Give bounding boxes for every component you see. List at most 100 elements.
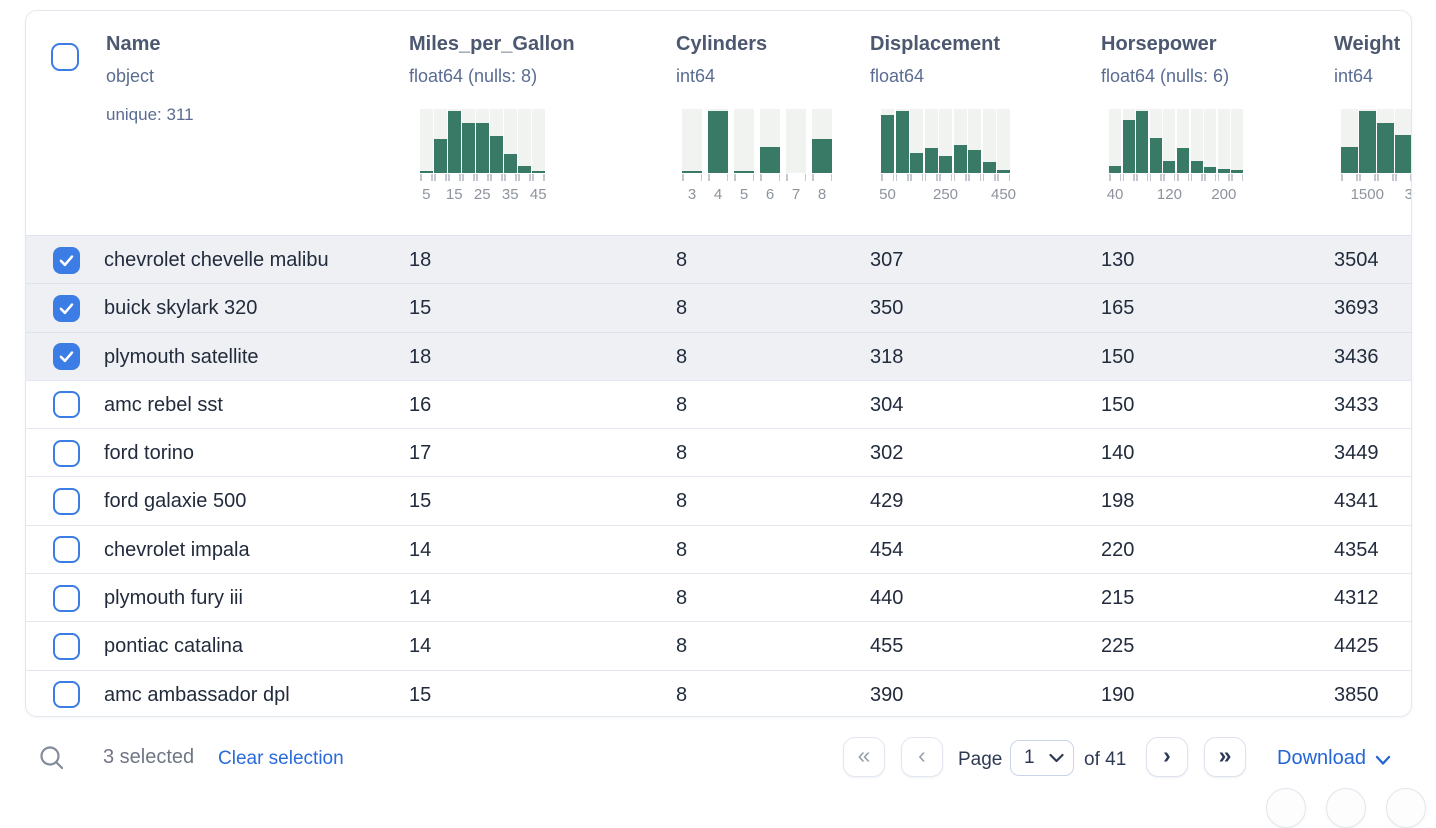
last-page-button[interactable]: » bbox=[1204, 737, 1246, 777]
row-checkbox[interactable] bbox=[53, 343, 80, 371]
axis-tick bbox=[1374, 174, 1376, 181]
row-checkbox[interactable] bbox=[53, 246, 80, 274]
table-row[interactable]: amc ambassador dpl 15 8 390 190 3850 bbox=[26, 669, 1411, 716]
axis-tick bbox=[501, 174, 503, 181]
cell-miles-per-gallon: 18 bbox=[409, 249, 432, 271]
axis-tick bbox=[431, 174, 433, 181]
cell-horsepower: 190 bbox=[1101, 683, 1135, 706]
table-row[interactable]: chevrolet impala 14 8 454 220 4354 bbox=[26, 524, 1411, 574]
hist-bin bbox=[1122, 109, 1135, 181]
axis-tick bbox=[1395, 174, 1397, 181]
hist-bar bbox=[434, 138, 447, 173]
table-body: chevrolet chevelle malibu 18 8 307 130 3504 bu… bbox=[26, 235, 1411, 716]
hist-bin bbox=[997, 109, 1010, 181]
select-all-checkbox[interactable] bbox=[51, 43, 79, 71]
row-checkbox[interactable] bbox=[53, 487, 80, 515]
axis-tick bbox=[950, 174, 952, 181]
hist-axis-label: 200 bbox=[1211, 186, 1237, 203]
axis-tick bbox=[726, 174, 728, 181]
clear-selection-link[interactable]: Clear selection bbox=[218, 748, 344, 769]
row-checkbox[interactable] bbox=[53, 584, 80, 612]
axis-tick bbox=[448, 174, 450, 181]
axis-tick bbox=[1149, 174, 1152, 181]
cutoff-button-1[interactable] bbox=[1266, 788, 1306, 828]
histogram-weight: 1500 3500 bbox=[1341, 109, 1411, 205]
cutoff-button-2[interactable] bbox=[1326, 788, 1366, 828]
cutoff-button-3[interactable] bbox=[1386, 788, 1426, 828]
hist-bar bbox=[1341, 146, 1358, 173]
cell-cylinders: 8 bbox=[676, 345, 688, 368]
cell-miles-per-gallon: 16 bbox=[409, 393, 432, 416]
cell-horsepower: 150 bbox=[1101, 345, 1135, 368]
selected-count: 3 selected bbox=[103, 746, 195, 768]
table-row[interactable]: pontiac catalina 14 8 455 225 4425 bbox=[26, 621, 1411, 670]
table-row[interactable]: amc rebel sst 16 8 304 150 3433 bbox=[26, 379, 1411, 429]
hist-bin bbox=[490, 109, 503, 181]
cell-miles-per-gallon: 15 bbox=[409, 490, 432, 513]
hist-bin bbox=[518, 109, 531, 181]
next-page-button[interactable]: › bbox=[1146, 737, 1188, 777]
previous-page-button[interactable]: ‹ bbox=[901, 737, 943, 777]
hist-bin bbox=[939, 109, 952, 181]
axis-tick bbox=[1356, 174, 1358, 181]
hist-bin bbox=[420, 109, 433, 181]
table-row[interactable]: plymouth fury iii 14 8 440 215 4312 bbox=[26, 573, 1411, 622]
hist-bin bbox=[1217, 109, 1230, 181]
axis-tick bbox=[921, 174, 923, 181]
hist-bin bbox=[448, 109, 461, 181]
cell-weight: 4312 bbox=[1334, 587, 1379, 610]
hist-bar bbox=[997, 169, 1010, 173]
axis-tick bbox=[459, 174, 461, 181]
row-checkbox[interactable] bbox=[53, 632, 80, 660]
axis-tick bbox=[804, 174, 806, 181]
search-icon[interactable] bbox=[38, 744, 66, 772]
cell-cylinders: 8 bbox=[676, 393, 688, 416]
row-checkbox[interactable] bbox=[53, 681, 80, 709]
axis-tick bbox=[1410, 174, 1411, 181]
column-dtype: float64 (nulls: 6) bbox=[1101, 66, 1230, 86]
row-checkbox[interactable] bbox=[53, 536, 80, 564]
hist-bar bbox=[1109, 165, 1122, 173]
table-row[interactable]: buick skylark 320 15 8 350 165 3693 bbox=[26, 283, 1411, 332]
row-checkbox[interactable] bbox=[53, 391, 80, 419]
axis-tick bbox=[473, 174, 475, 181]
axis-tick bbox=[1119, 174, 1122, 181]
row-checkbox[interactable] bbox=[53, 439, 80, 467]
axis-tick bbox=[1359, 174, 1361, 181]
hist-bar bbox=[895, 111, 909, 173]
table-row[interactable]: ford galaxie 500 15 8 429 198 4341 bbox=[26, 476, 1411, 525]
hist-bin bbox=[982, 109, 996, 181]
hist-bin bbox=[476, 109, 489, 181]
cell-name: plymouth fury iii bbox=[104, 587, 243, 610]
table-row[interactable]: plymouth satellite 18 8 318 150 3436 bbox=[26, 331, 1411, 380]
hist-bar bbox=[420, 170, 433, 173]
cell-displacement: 307 bbox=[870, 249, 904, 271]
row-checkbox[interactable] bbox=[53, 294, 80, 322]
chevron-down-icon bbox=[1375, 755, 1391, 765]
axis-tick bbox=[1133, 174, 1135, 181]
cell-cylinders: 8 bbox=[676, 249, 688, 271]
hist-bin bbox=[1231, 109, 1244, 181]
cell-horsepower: 215 bbox=[1101, 587, 1135, 610]
axis-tick bbox=[1241, 174, 1244, 181]
cell-displacement: 390 bbox=[870, 683, 904, 706]
cell-weight: 3850 bbox=[1334, 683, 1379, 706]
first-page-button[interactable]: « bbox=[843, 737, 885, 777]
axis-tick bbox=[1392, 174, 1394, 181]
axis-tick bbox=[979, 174, 981, 181]
cell-displacement: 318 bbox=[870, 345, 904, 368]
hist-bin bbox=[504, 109, 517, 181]
table-row[interactable]: ford torino 17 8 302 140 3449 bbox=[26, 428, 1411, 477]
hist-bin bbox=[1163, 109, 1176, 181]
hist-bar bbox=[982, 162, 996, 173]
cell-name: plymouth satellite bbox=[104, 345, 259, 368]
hist-axis-label: 1500 bbox=[1350, 186, 1384, 203]
download-button[interactable]: Download bbox=[1277, 747, 1391, 770]
hist-bar bbox=[708, 111, 728, 173]
column-title: Miles_per_Gallon bbox=[409, 33, 575, 55]
table-row[interactable]: chevrolet chevelle malibu 18 8 307 130 3504 bbox=[26, 235, 1411, 284]
hist-axis-label: 3500 bbox=[1405, 186, 1411, 203]
download-label: Download bbox=[1277, 747, 1366, 769]
page-select[interactable]: 1 bbox=[1010, 740, 1074, 776]
axis-tick bbox=[965, 174, 967, 181]
